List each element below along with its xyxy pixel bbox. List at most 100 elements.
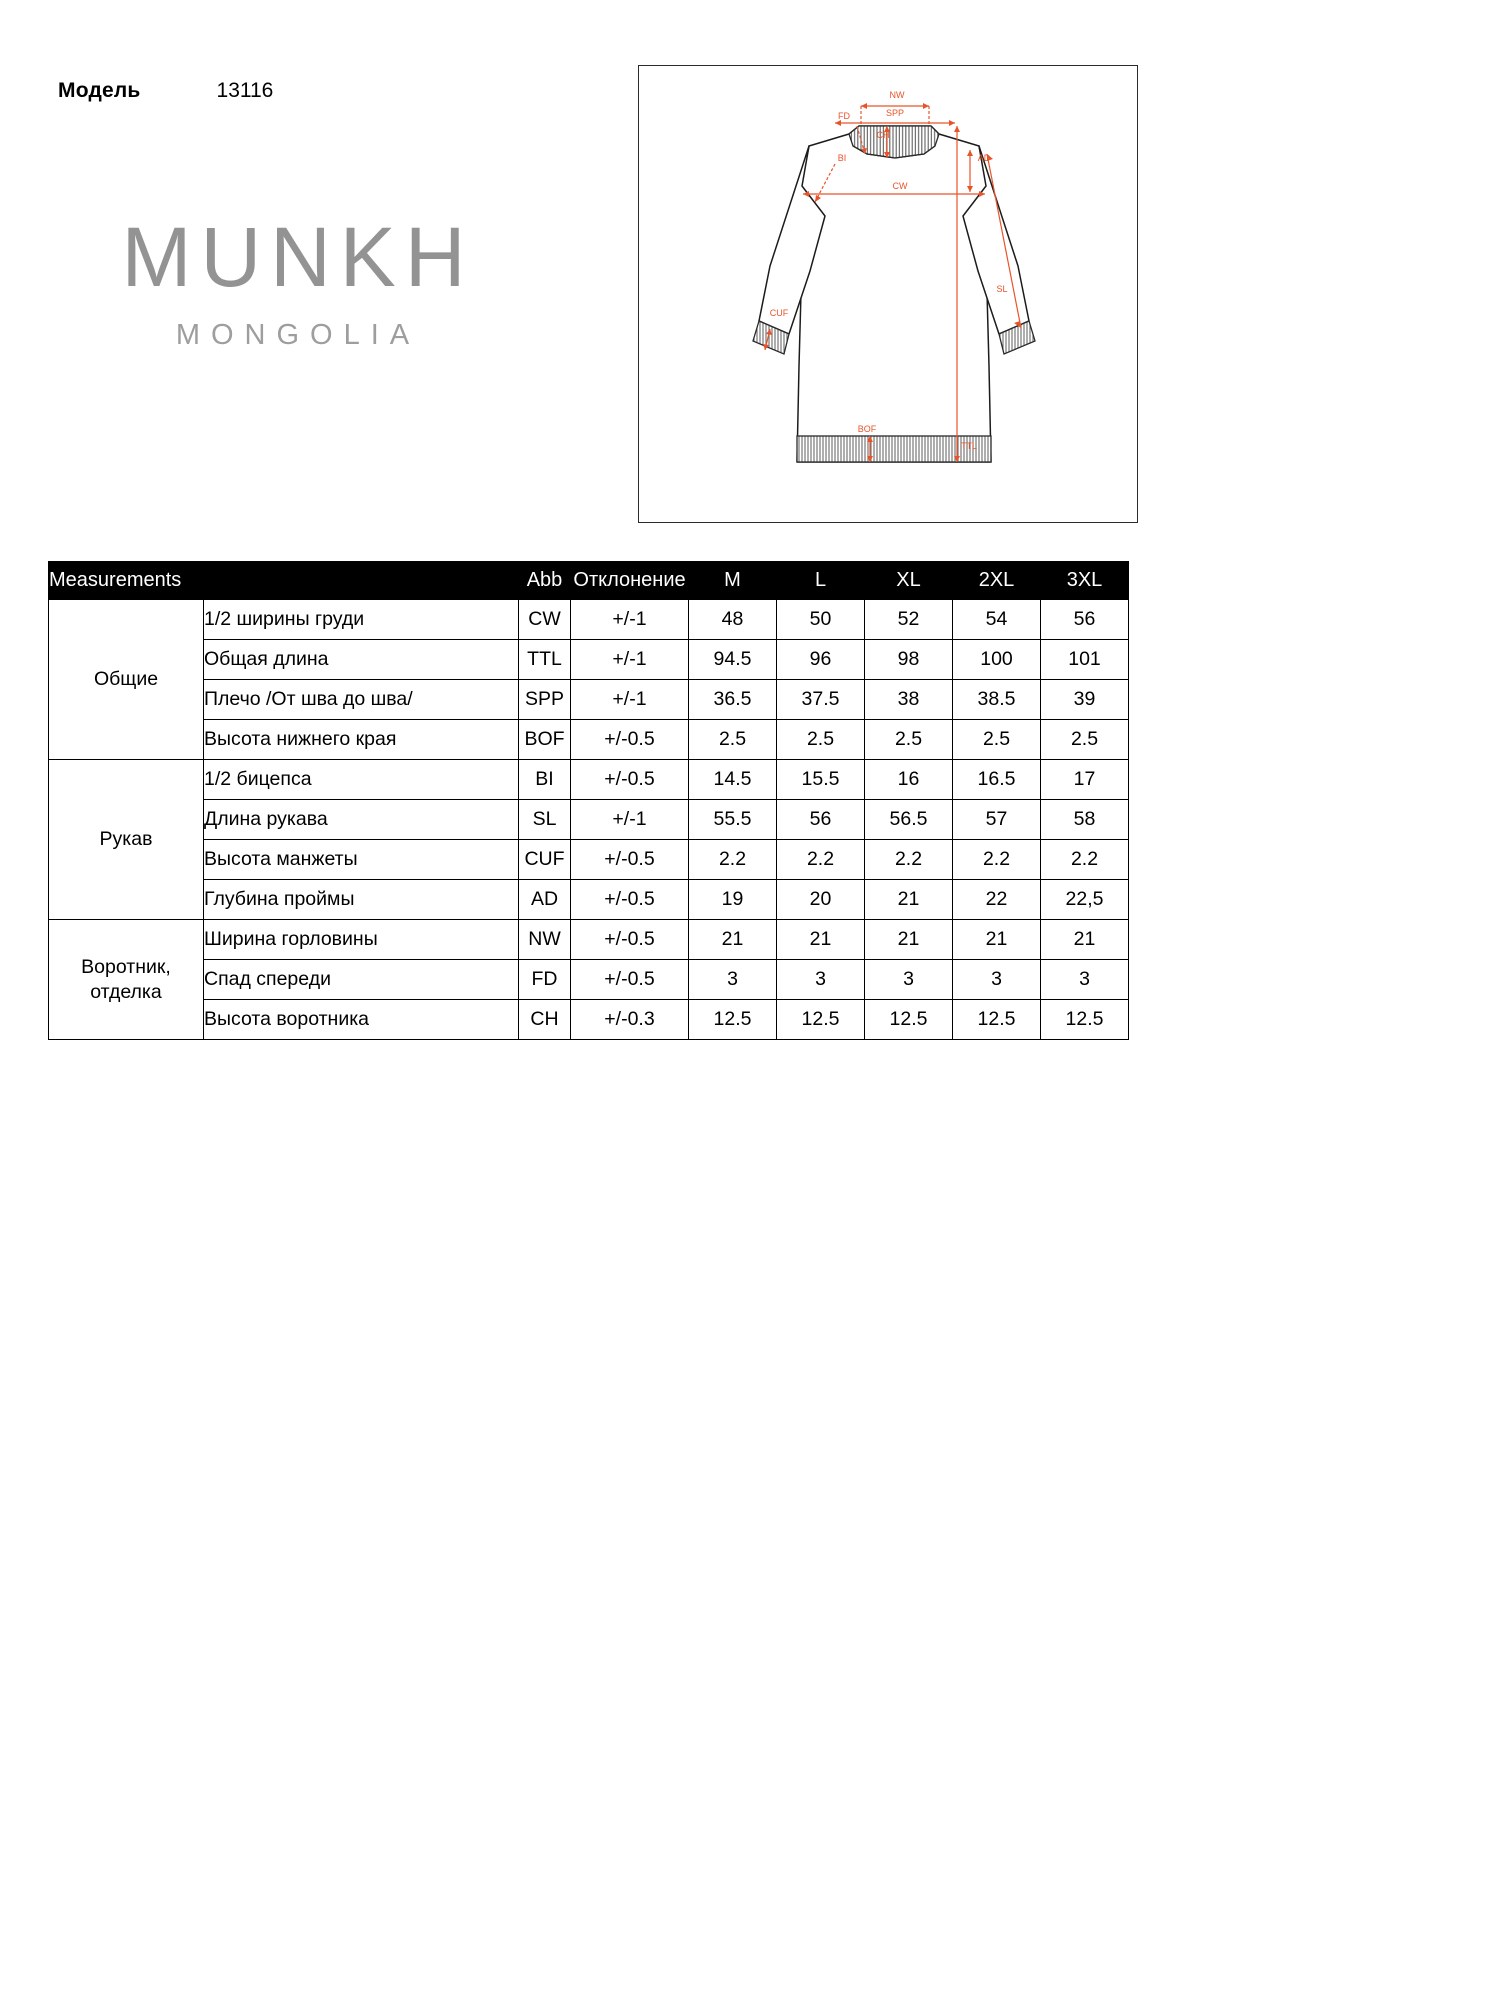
measurement-name: 1/2 бицепса xyxy=(203,759,519,800)
table-row: Высота манжеты CUF +/-0.5 2.2 2.2 2.2 2.2 2.2 xyxy=(49,839,1129,880)
measurement-name: Спад спереди xyxy=(203,959,519,1000)
table-row: Высота нижнего края BOF +/-0.5 2.5 2.5 2.5 2.5… xyxy=(49,719,1129,760)
brand-logo: MUNKH MONGOLIA xyxy=(58,215,538,352)
measurement-value-xl: 2.2 xyxy=(864,839,953,880)
model-header: Модель 13116 xyxy=(58,79,273,103)
left-cuff-ribbing xyxy=(752,320,790,355)
row-group-label: Воротник, отделка xyxy=(48,919,204,1040)
model-number-value: 13116 xyxy=(216,79,274,102)
measurement-tolerance: +/-0.5 xyxy=(570,719,689,760)
label-sl: SL xyxy=(996,284,1007,294)
measurement-value-xxl: 16.5 xyxy=(952,759,1041,800)
measurement-abbreviation: AD xyxy=(518,879,571,920)
measurement-value-xxl: 3 xyxy=(952,959,1041,1000)
column-header-size-2xl: 2XL xyxy=(952,561,1041,600)
measurement-abbreviation: BOF xyxy=(518,719,571,760)
measurement-value-m: 12.5 xyxy=(688,999,777,1040)
table-row: Воротник, отделка Ширина горловины NW +/-0.… xyxy=(48,919,1129,1040)
table-row: Рукав 1/2 бицепса BI +/-0.5 14.5 15.5 16 16.5 17 xyxy=(48,759,1129,920)
measurement-name: Высота воротника xyxy=(203,999,519,1040)
measurement-value-xxxl: 58 xyxy=(1040,799,1129,840)
measurement-value-xxxl: 17 xyxy=(1040,759,1129,800)
measurement-value-xxxl: 39 xyxy=(1040,679,1129,720)
measurement-value-m: 3 xyxy=(688,959,777,1000)
measurement-value-m: 21 xyxy=(688,919,777,960)
brand-wordmark: MUNKH xyxy=(121,210,475,304)
garment-body-outline xyxy=(796,125,992,463)
label-spp: SPP xyxy=(886,108,904,118)
label-ttl: TTL xyxy=(961,441,977,451)
table-row: Общая длина TTL +/-1 94.5 96 98 100 101 xyxy=(49,639,1129,680)
measurement-tolerance: +/-1 xyxy=(570,679,689,720)
measurement-value-xxl: 38.5 xyxy=(952,679,1041,720)
column-header-tolerance: Отклонение xyxy=(570,561,689,600)
measurement-value-l: 2.5 xyxy=(776,719,865,760)
measurement-value-xl: 16 xyxy=(864,759,953,800)
measurement-tolerance: +/-1 xyxy=(570,799,689,840)
measurement-value-xl: 98 xyxy=(864,639,953,680)
measurement-value-l: 2.2 xyxy=(776,839,865,880)
measurement-name: Высота нижнего края xyxy=(203,719,519,760)
measurement-name: 1/2 ширины груди xyxy=(203,599,519,640)
measurement-value-l: 21 xyxy=(776,919,865,960)
measurement-tolerance: +/-0.5 xyxy=(570,879,689,920)
label-ch: CH xyxy=(877,130,890,140)
label-fd: FD xyxy=(838,111,850,121)
label-cw: CW xyxy=(893,181,908,191)
label-nw: NW xyxy=(890,90,905,100)
measurement-labels: NW FD SPP CH BI AD CW SL CUF TTL BOF xyxy=(770,90,1008,451)
measurement-value-m: 14.5 xyxy=(688,759,777,800)
column-header-abb: Abb xyxy=(518,561,571,600)
measurement-value-l: 96 xyxy=(776,639,865,680)
garment-sketch-icon: NW FD SPP CH BI AD CW SL CUF TTL BOF xyxy=(752,90,1036,463)
measurement-value-xxl: 57 xyxy=(952,799,1041,840)
measurement-name: Глубина проймы xyxy=(203,879,519,920)
brand-subtitle: MONGOLIA xyxy=(175,319,421,351)
measurement-value-xxl: 2.5 xyxy=(952,719,1041,760)
measurement-value-l: 3 xyxy=(776,959,865,1000)
measurement-value-xxl: 12.5 xyxy=(952,999,1041,1040)
measurement-value-xl: 21 xyxy=(864,919,953,960)
measurement-tolerance: +/-0.5 xyxy=(570,959,689,1000)
measurement-value-xl: 52 xyxy=(864,599,953,640)
measurement-value-xl: 21 xyxy=(864,879,953,920)
measurement-value-xxl: 2.2 xyxy=(952,839,1041,880)
table-row: Глубина проймы AD +/-0.5 19 20 21 22 22,5 xyxy=(49,879,1129,920)
column-header-size-m: M xyxy=(688,561,777,600)
measurement-abbreviation: SPP xyxy=(518,679,571,720)
measurement-value-xl: 56.5 xyxy=(864,799,953,840)
measurement-value-xxxl: 21 xyxy=(1040,919,1129,960)
table-row: Длина рукава SL +/-1 55.5 56 56.5 57 58 xyxy=(49,799,1129,840)
column-header-size-xl: XL xyxy=(864,561,953,600)
measurement-name: Общая длина xyxy=(203,639,519,680)
right-cuff-ribbing xyxy=(998,320,1036,355)
table-row: Плечо /От шва до шва/SPP +/-1 36.5 37.5 38 38… xyxy=(49,679,1129,720)
measurement-value-xxl: 54 xyxy=(952,599,1041,640)
measurement-value-xl: 12.5 xyxy=(864,999,953,1040)
measurement-abbreviation: BI xyxy=(518,759,571,800)
measurement-value-xl: 2.5 xyxy=(864,719,953,760)
measurement-abbreviation: CH xyxy=(518,999,571,1040)
neck-inner-line xyxy=(852,145,936,159)
table-row: Спад спереди FD +/-0.5 3 3 3 3 3 xyxy=(49,959,1129,1000)
column-header-measurements: Measurements xyxy=(48,561,519,600)
table-header-row: Measurements Abb Отклонение M L XL 2XL 3… xyxy=(48,561,1129,600)
measurement-name: Плечо /От шва до шва/ xyxy=(203,679,519,720)
measurement-value-xxl: 21 xyxy=(952,919,1041,960)
measurement-name: Длина рукава xyxy=(203,799,519,840)
left-sleeve-outline xyxy=(758,145,826,335)
measurement-value-xxxl: 101 xyxy=(1040,639,1129,680)
measurement-tolerance: +/-1 xyxy=(570,639,689,680)
model-label: Модель xyxy=(58,79,141,102)
measurement-tolerance: +/-0.5 xyxy=(570,839,689,880)
measurement-value-xxl: 22 xyxy=(952,879,1041,920)
measurement-value-l: 50 xyxy=(776,599,865,640)
measurement-value-m: 36.5 xyxy=(688,679,777,720)
label-bof: BOF xyxy=(858,424,877,434)
measurement-value-xxxl: 2.5 xyxy=(1040,719,1129,760)
measurement-name: Ширина горловины xyxy=(203,919,519,960)
measurement-value-xl: 38 xyxy=(864,679,953,720)
row-group-label: Общие xyxy=(48,599,204,760)
table-row: Высота воротника CH +/-0.3 12.5 12.5 12.5 12.5… xyxy=(49,999,1129,1040)
measurement-tolerance: +/-0.5 xyxy=(570,919,689,960)
